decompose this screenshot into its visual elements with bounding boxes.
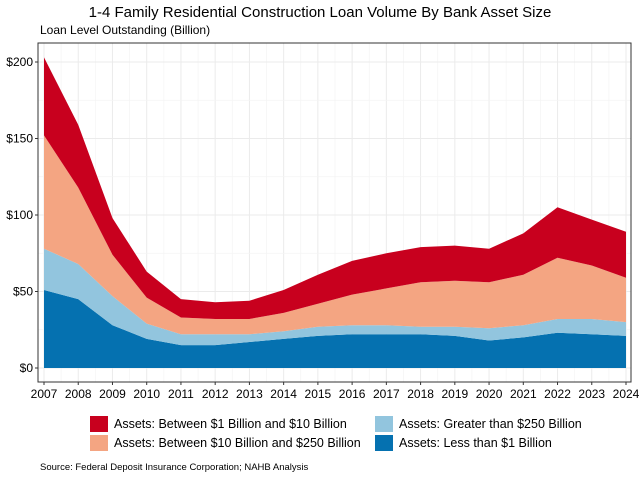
x-tick-label: 2011 (168, 387, 194, 401)
chart-title: 1-4 Family Residential Construction Loan… (88, 4, 552, 21)
legend-item-gt-250b: Assets: Greater than $250 Billion (375, 416, 582, 432)
x-tick-label: 2022 (544, 387, 571, 401)
x-tick-label: 2012 (202, 387, 229, 401)
plot-border (37, 42, 632, 383)
legend-swatch (90, 416, 108, 432)
y-axis-label: Loan Level Outstanding (Billion) (40, 23, 211, 37)
x-tick-label: 2007 (31, 387, 58, 401)
source-note: Source: Federal Deposit Insurance Corpor… (40, 462, 309, 473)
y-tick-label: $150 (6, 132, 33, 146)
x-tick-label: 2016 (339, 387, 366, 401)
x-tick-label: 2024 (613, 387, 640, 401)
legend-swatch (375, 416, 393, 432)
y-tick-label: $200 (6, 55, 33, 69)
x-tick-label: 2023 (578, 387, 605, 401)
area-assets-between-10-billion-and-250-billion (44, 135, 626, 335)
x-tick-label: 2020 (476, 387, 503, 401)
x-tick-label: 2019 (441, 387, 468, 401)
area-assets-less-than-1-billion (44, 290, 626, 368)
x-tick-label: 2017 (373, 387, 400, 401)
legend-item-lt-1b: Assets: Less than $1 Billion (375, 435, 552, 451)
legend-item-1b-10b: Assets: Between $1 Billion and $10 Billi… (90, 416, 347, 432)
stacked-area-chart: $0 $50 $100 $150 $200 2007 2008 2009 2010 2011 201… (6, 42, 640, 401)
y-tick-label: $100 (6, 208, 33, 222)
legend-item-10b-250b: Assets: Between $10 Billion and $250 Bil… (90, 435, 361, 451)
legend-label: Assets: Between $10 Billion and $250 Bil… (114, 436, 361, 450)
legend-label: Assets: Between $1 Billion and $10 Billi… (114, 417, 347, 431)
x-tick-label: 2014 (270, 387, 297, 401)
x-tick-label: 2010 (133, 387, 160, 401)
x-tick-label: 2021 (510, 387, 537, 401)
area-assets-between-1-billion-and-10-billion (44, 57, 626, 320)
legend-swatch (90, 435, 108, 451)
x-tick-label: 2013 (236, 387, 263, 401)
y-tick-label: $0 (20, 361, 34, 375)
x-tick-label: 2008 (65, 387, 92, 401)
legend-label: Assets: Less than $1 Billion (399, 436, 552, 450)
legend-label: Assets: Greater than $250 Billion (399, 417, 582, 431)
y-tick-label: $50 (13, 285, 33, 299)
x-tick-label: 2018 (407, 387, 434, 401)
legend-swatch (375, 435, 393, 451)
x-tick-label: 2009 (99, 387, 126, 401)
x-tick-label: 2015 (305, 387, 332, 401)
